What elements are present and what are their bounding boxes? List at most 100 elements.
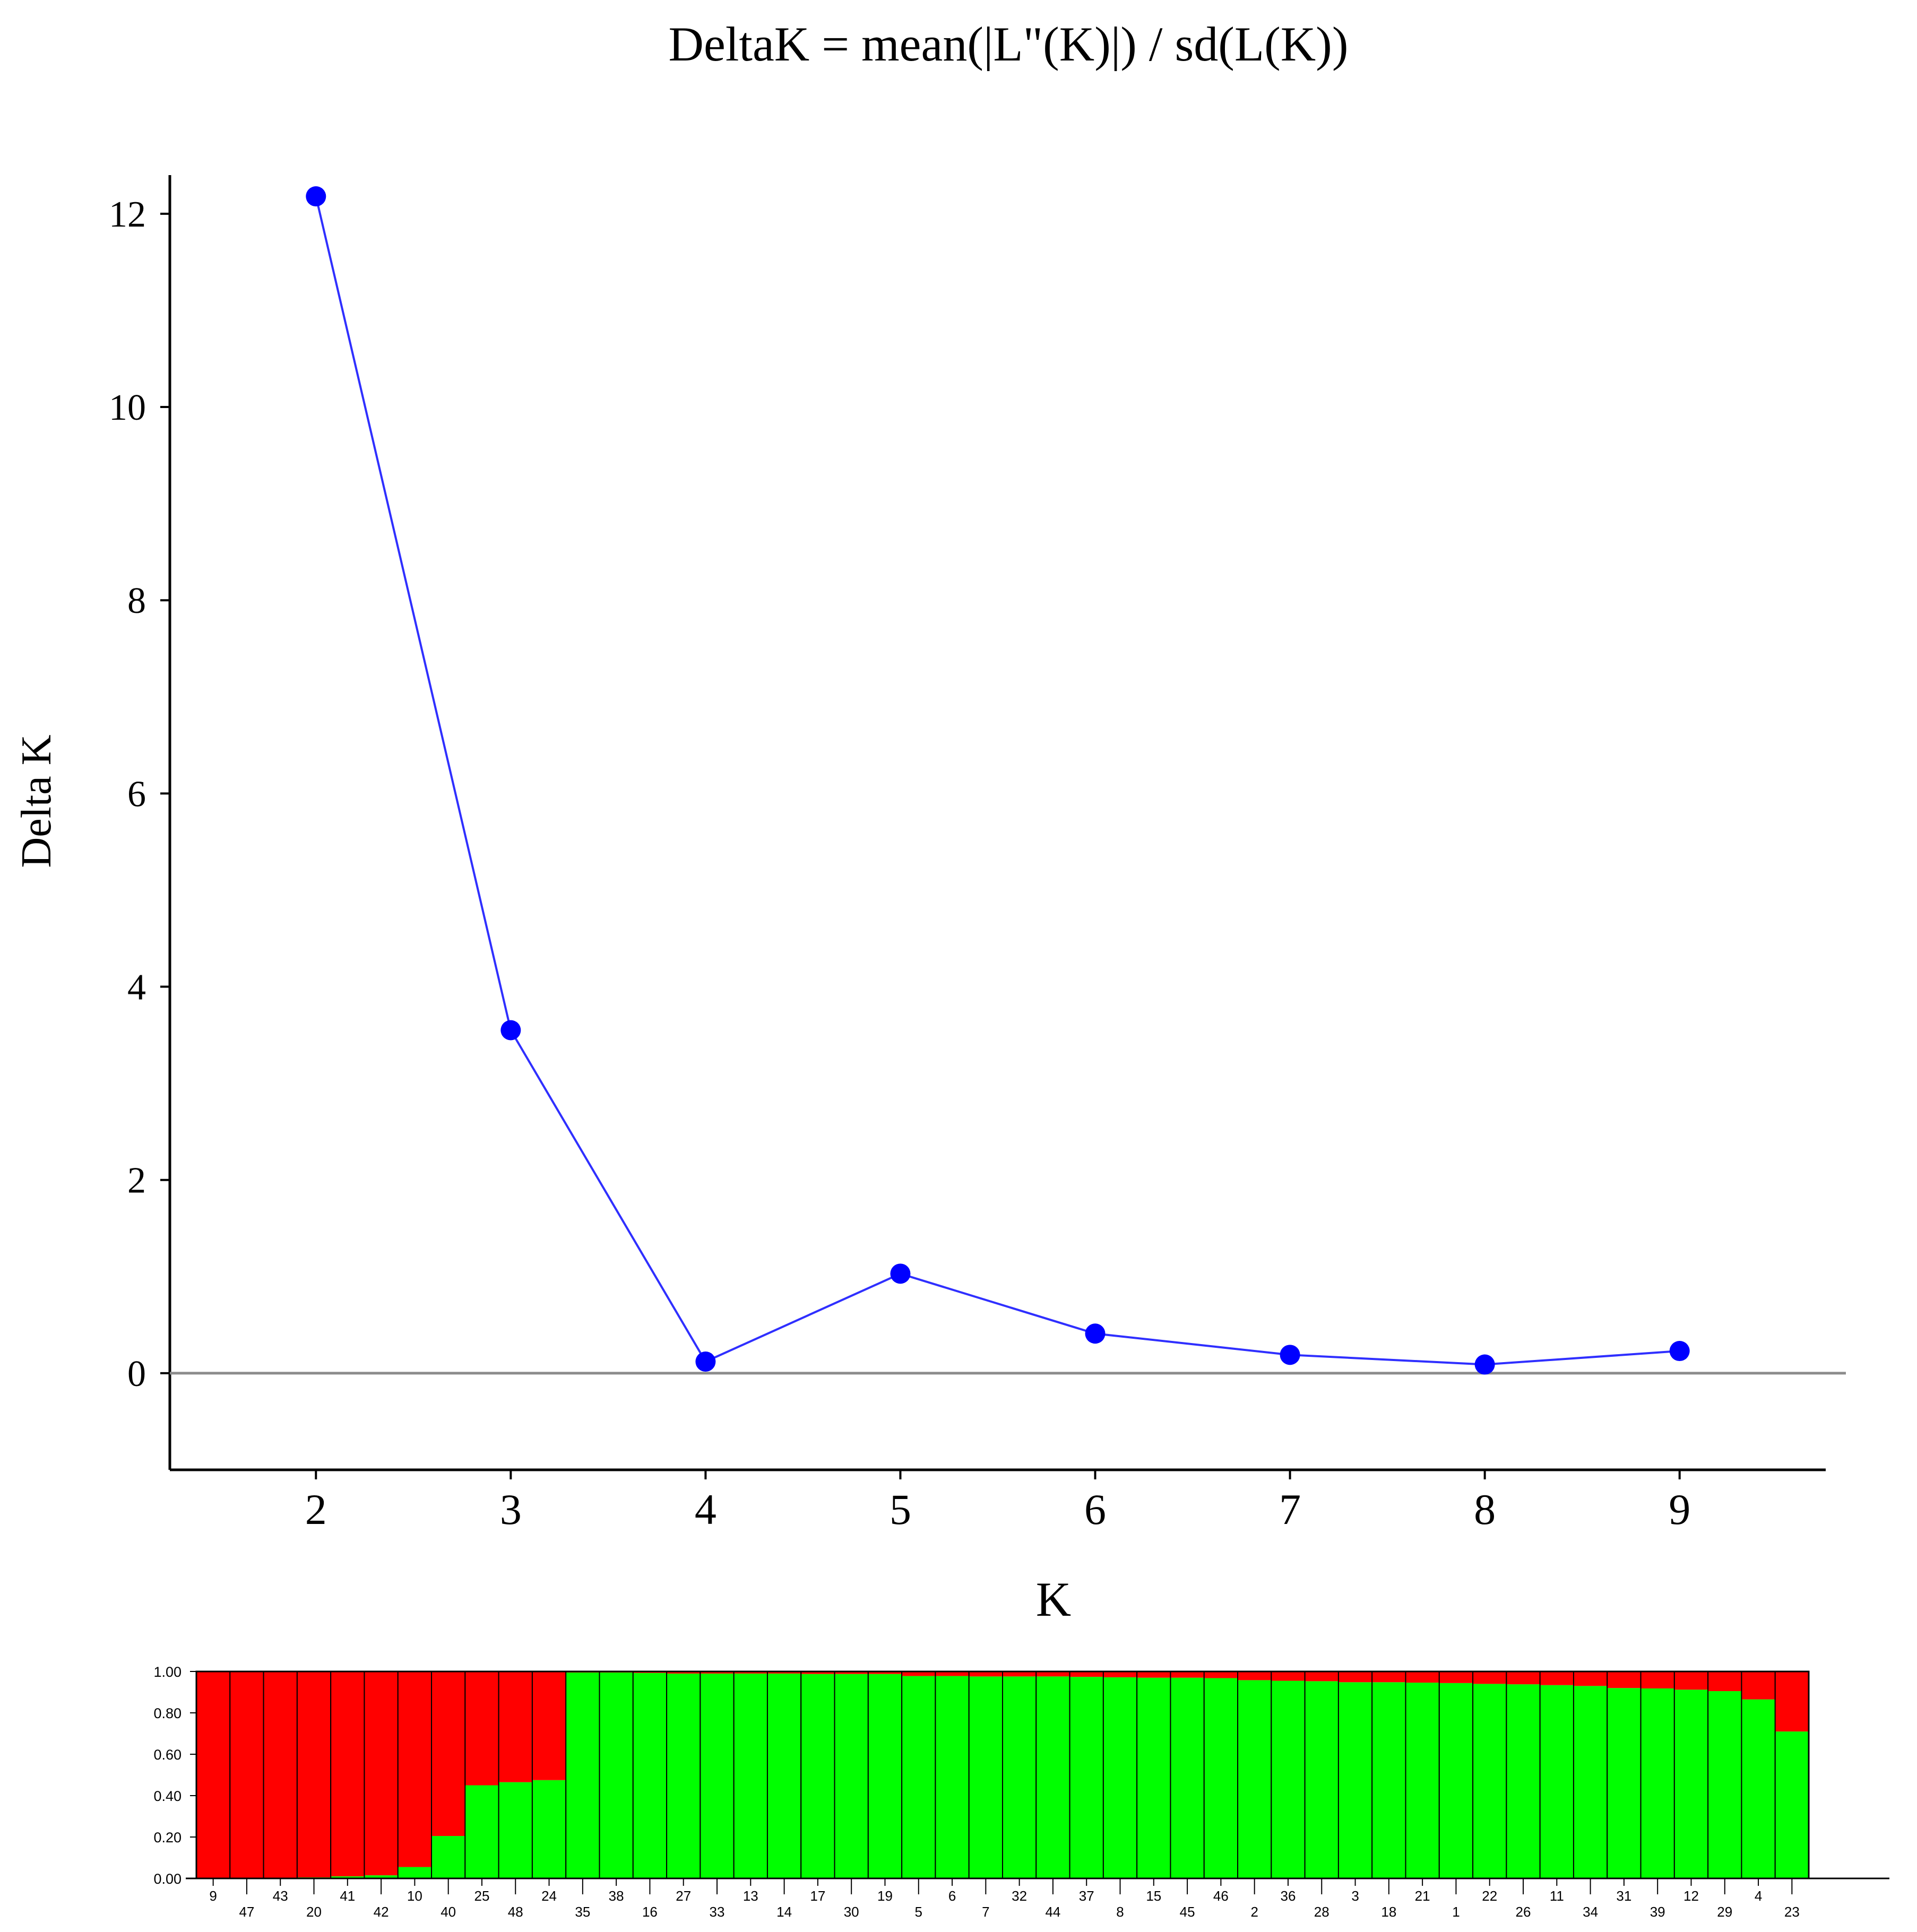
x-tick-label: 9 [1669,1485,1690,1534]
green-bar-segment [1170,1677,1204,1878]
bar-category-label: 17 [810,1888,825,1904]
red-bar-segment [767,1671,801,1674]
red-bar-segment [1003,1671,1037,1677]
bar-category-label: 3 [1351,1888,1359,1904]
red-bar-segment [1640,1671,1674,1688]
bar-y-tick-label: 0.40 [153,1788,182,1804]
bar-category-label: 37 [1079,1888,1094,1904]
y-tick-label: 8 [127,581,146,621]
green-bar-segment [1137,1677,1171,1878]
data-point [890,1263,911,1284]
red-bar-segment [532,1671,566,1780]
green-bar-segment [834,1674,868,1878]
red-bar-segment [1069,1671,1103,1677]
green-bar-segment [431,1836,465,1878]
green-bar-segment [1473,1684,1507,1878]
bar-category-label: 7 [982,1904,989,1920]
x-tick-label: 4 [695,1485,716,1534]
green-bar-segment [498,1782,532,1878]
bar-category-label: 32 [1012,1888,1027,1904]
bar-category-label: 15 [1146,1888,1161,1904]
red-bar-segment [1238,1671,1272,1680]
bar-category-label: 9 [209,1888,217,1904]
red-bar-segment [263,1671,297,1878]
green-bar-segment [801,1674,835,1878]
x-tick-label: 5 [890,1485,911,1534]
red-bar-segment [1540,1671,1574,1685]
y-tick-label: 12 [109,194,146,235]
red-bar-segment [667,1671,701,1674]
green-bar-segment [1305,1681,1339,1878]
green-bar-segment [1540,1685,1574,1878]
chart-title: DeltaK = mean(|L"(K)|) / sd(L(K)) [669,17,1349,71]
red-bar-segment [1204,1671,1238,1678]
green-bar-segment [1640,1688,1674,1878]
bar-y-tick-label: 0.80 [153,1705,182,1721]
red-bar-segment [1775,1671,1809,1732]
data-point [500,1020,521,1041]
bar-category-label: 34 [1583,1904,1598,1920]
green-bar-segment [667,1673,701,1878]
green-bar-segment [1439,1683,1473,1878]
x-tick-label: 7 [1279,1485,1301,1534]
y-tick-label: 2 [127,1160,146,1201]
bar-y-tick-label: 0.00 [153,1871,182,1887]
data-point [1669,1341,1690,1362]
bar-category-label: 47 [239,1904,254,1920]
deltak-line-chart: 0 2 4 6 8 10 12 2 3 4 5 6 7 8 9 [109,175,1846,1534]
bar-category-label: 10 [407,1888,422,1904]
bar-category-label: 4 [1755,1888,1762,1904]
x-tick-label: 2 [305,1485,327,1534]
green-bar-segment [1775,1731,1809,1878]
bar-category-label: 25 [474,1888,490,1904]
green-bar-segment [700,1673,734,1878]
data-point [1280,1345,1300,1365]
red-bar-segment [398,1671,432,1867]
green-bar-segment [1372,1682,1406,1878]
y-tick-label: 4 [127,967,146,1008]
red-bar-segment [969,1671,1003,1677]
bar-category-label: 23 [1784,1904,1800,1920]
bar-category-label: 45 [1180,1904,1195,1920]
bar-category-label: 20 [306,1904,322,1920]
red-bar-segment [1573,1671,1608,1686]
green-bar-segment [969,1676,1003,1878]
bar-y-tick-label: 0.60 [153,1747,182,1763]
green-bar-segment [935,1676,969,1878]
bar-category-label: 19 [877,1888,893,1904]
bar-category-label: 22 [1482,1888,1497,1904]
red-bar-segment [364,1671,398,1876]
bar-category-label: 33 [710,1904,725,1920]
green-bar-segment [1036,1676,1070,1878]
red-bar-segment [196,1671,230,1878]
y-tick-label: 6 [127,774,146,815]
red-bar-segment [834,1671,868,1674]
green-bar-segment [1204,1678,1238,1878]
bar-category-label: 46 [1213,1888,1229,1904]
bar-category-label: 42 [374,1904,389,1920]
red-bar-segment [1036,1671,1070,1677]
x-tick-label: 6 [1084,1485,1106,1534]
bar-category-label: 40 [441,1904,456,1920]
red-bar-segment [1305,1671,1339,1682]
bar-category-label: 12 [1683,1888,1699,1904]
red-bar-segment [1338,1671,1372,1683]
bar-y-tick-label: 0.20 [153,1830,182,1846]
red-bar-segment [1103,1671,1137,1677]
x-tick-label: 3 [500,1485,522,1534]
x-tick-label: 8 [1474,1485,1496,1534]
red-bar-segment [935,1671,969,1676]
green-bar-segment [1069,1677,1103,1878]
green-bar-segment [532,1780,566,1878]
green-bar-segment [1573,1686,1608,1878]
data-point [695,1351,716,1372]
green-bar-segment [633,1673,667,1878]
red-bar-segment [868,1671,902,1674]
bar-category-label: 31 [1616,1888,1631,1904]
bar-category-label: 6 [948,1888,956,1904]
green-bar-segment [1708,1691,1742,1878]
red-bar-segment [1741,1671,1775,1700]
red-bar-segment [1708,1671,1742,1692]
green-bar-segment [1338,1682,1372,1878]
